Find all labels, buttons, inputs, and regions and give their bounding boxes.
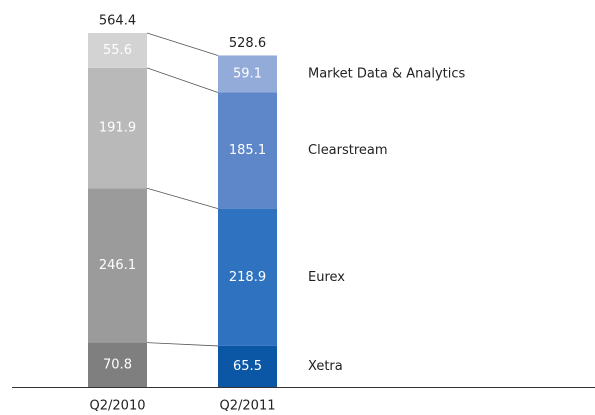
bar-segment <box>88 188 147 343</box>
total-label: 564.4 <box>99 14 136 29</box>
segment-label: 246.1 <box>99 258 136 273</box>
segment-label: 70.8 <box>103 357 132 372</box>
bar-segment <box>218 345 277 387</box>
connector <box>146 187 219 210</box>
bar-segment <box>218 92 277 209</box>
x-tick-label: Q2/2010 <box>90 399 146 414</box>
connector <box>146 67 219 93</box>
bar-segment <box>88 342 147 387</box>
bar-segment <box>88 33 147 68</box>
connector <box>146 342 219 347</box>
bar-segment <box>218 208 277 346</box>
legend-label: Clearstream <box>308 143 388 158</box>
legend-label: Eurex <box>308 270 345 285</box>
bar-segment <box>218 55 277 93</box>
segment-label: 218.9 <box>229 270 266 285</box>
segment-label: 65.5 <box>233 359 262 374</box>
segment-label: 191.9 <box>99 121 136 136</box>
bar-segment <box>88 67 147 189</box>
segment-label: 59.1 <box>233 66 262 81</box>
segment-label: 185.1 <box>229 143 266 158</box>
segment-label: 55.6 <box>103 43 132 58</box>
x-tick-label: Q2/2011 <box>220 399 276 414</box>
legend-label: Xetra <box>308 359 343 374</box>
total-label: 528.6 <box>229 36 266 51</box>
legend-label: Market Data & Analytics <box>308 66 466 81</box>
connector <box>146 32 219 56</box>
